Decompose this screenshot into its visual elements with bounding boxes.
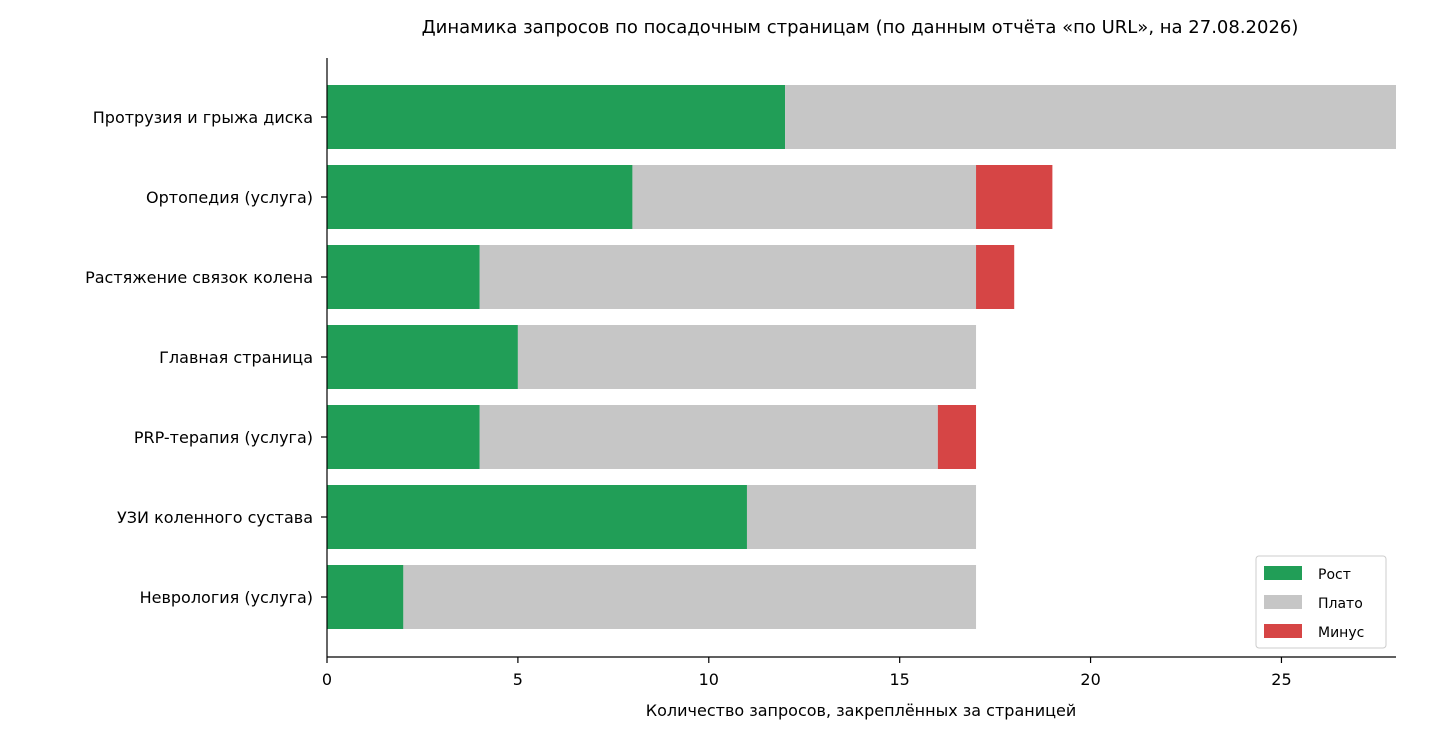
bar-segment-plateau-3 [517,325,977,389]
x-tick-label: 15 [889,670,909,689]
x-axis-label: Количество запросов, закреплённых за стр… [646,701,1076,720]
bar-segment-plateau-1 [632,165,977,229]
bar-segment-minus-4 [937,405,977,469]
category-label: Растяжение связок колена [85,268,313,287]
legend-swatch-plateau [1264,595,1302,609]
bar-segment-growth-3 [327,325,518,389]
x-tick-label: 20 [1080,670,1100,689]
category-label: Протрузия и грыжа диска [93,108,313,127]
bar-segment-growth-6 [327,565,404,629]
x-axis-ticks: 0 5 10 15 20 25 [322,657,1292,689]
legend-swatch-growth [1264,566,1302,580]
bar-segment-plateau-0 [785,85,1396,149]
category-label: Неврология (услуга) [140,588,313,607]
x-tick-label: 25 [1271,670,1291,689]
category-label: Ортопедия (услуга) [146,188,313,207]
bar-segment-plateau-4 [479,405,938,469]
chart-title: Динамика запросов по посадочным страница… [422,17,1299,38]
bar-segment-growth-0 [327,85,786,149]
bar-segment-plateau-5 [746,485,977,549]
bar-segment-plateau-6 [403,565,977,629]
bar-segment-growth-2 [327,245,480,309]
bars-group [327,85,1396,629]
legend-label: Минус [1318,625,1364,641]
category-label: Главная страница [159,348,313,367]
bar-segment-growth-1 [327,165,633,229]
x-tick-label: 10 [699,670,719,689]
legend-swatch-minus [1264,624,1302,638]
bar-segment-growth-5 [327,485,747,549]
bar-segment-minus-1 [976,165,1053,229]
legend-label: Рост [1318,567,1351,583]
category-labels: Протрузия и грыжа диска Ортопедия (услуга… [85,108,327,607]
legend: Рост Плато Минус [1255,555,1387,649]
x-tick-label: 0 [322,670,332,689]
category-label: УЗИ коленного сустава [117,508,313,527]
x-tick-label: 5 [513,670,523,689]
category-label: PRP-терапия (услуга) [134,428,313,447]
bar-segment-growth-4 [327,405,480,469]
bar-segment-minus-2 [976,245,1015,309]
legend-label: Плато [1318,596,1363,612]
bar-segment-plateau-2 [479,245,977,309]
